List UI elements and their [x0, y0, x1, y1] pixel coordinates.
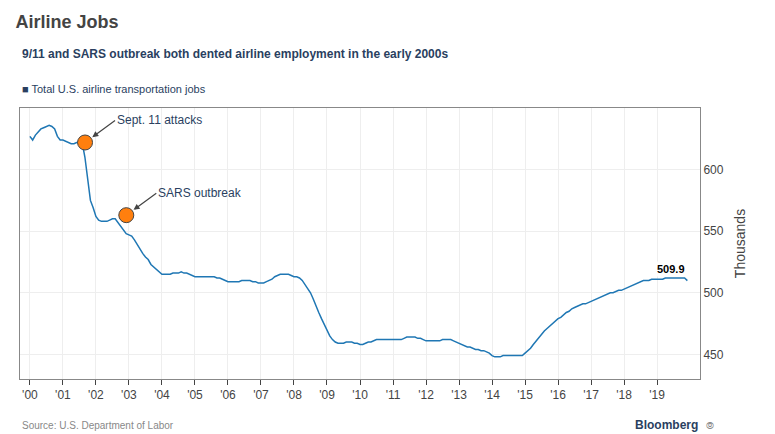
svg-text:'06: '06	[220, 388, 236, 402]
svg-text:Sept. 11 attacks: Sept. 11 attacks	[117, 113, 202, 127]
svg-text:'11: '11	[386, 388, 401, 402]
svg-text:'01: '01	[55, 388, 71, 402]
svg-text:'14: '14	[484, 388, 500, 402]
svg-text:450: 450	[703, 348, 723, 362]
svg-text:⦾: ⦾	[706, 420, 714, 431]
svg-text:'07: '07	[253, 388, 269, 402]
svg-text:'15: '15	[517, 388, 533, 402]
svg-text:Thousands: Thousands	[732, 209, 748, 278]
svg-text:SARS outbreak: SARS outbreak	[158, 186, 242, 200]
svg-text:Source: U.S. Department of Lab: Source: U.S. Department of Labor	[22, 420, 174, 431]
svg-text:Bloomberg: Bloomberg	[635, 418, 698, 432]
svg-text:'02: '02	[88, 388, 104, 402]
svg-text:'08: '08	[286, 388, 302, 402]
svg-text:'19: '19	[649, 388, 665, 402]
svg-text:500: 500	[703, 286, 723, 300]
svg-text:'10: '10	[352, 388, 368, 402]
svg-text:■ Total U.S. airline transport: ■ Total U.S. airline transportation jobs	[22, 83, 206, 95]
svg-text:'13: '13	[451, 388, 467, 402]
svg-text:'16: '16	[550, 388, 566, 402]
svg-text:'18: '18	[616, 388, 632, 402]
svg-text:'09: '09	[319, 388, 335, 402]
svg-text:509.9: 509.9	[657, 263, 685, 275]
svg-text:600: 600	[703, 163, 723, 177]
svg-text:Airline Jobs: Airline Jobs	[16, 12, 119, 32]
svg-text:'05: '05	[187, 388, 203, 402]
svg-text:9/11 and SARS outbreak both de: 9/11 and SARS outbreak both dented airli…	[22, 47, 448, 61]
svg-text:550: 550	[703, 224, 723, 238]
svg-text:'03: '03	[121, 388, 137, 402]
svg-text:'04: '04	[154, 388, 170, 402]
svg-text:'17: '17	[583, 388, 599, 402]
svg-text:'12: '12	[418, 388, 434, 402]
svg-text:'00: '00	[22, 388, 38, 402]
